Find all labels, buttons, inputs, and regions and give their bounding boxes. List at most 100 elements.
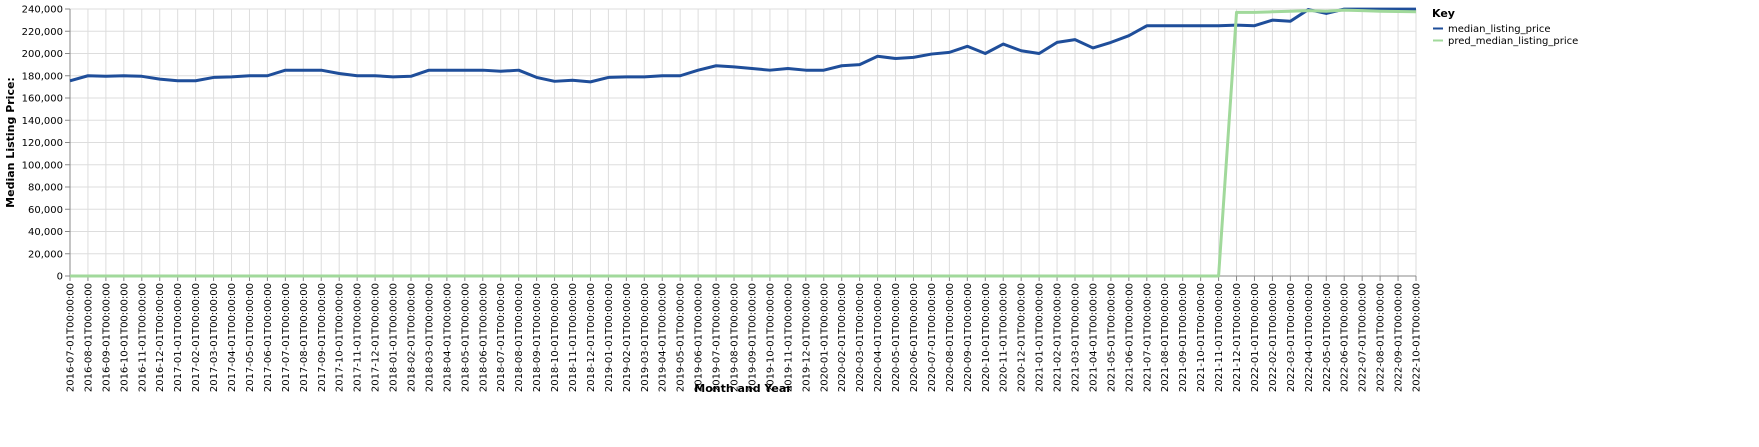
x-tick-label-62: 2021-09-01T00:00:00 (1178, 283, 1189, 392)
y-tick-label-9: 180,000 (22, 71, 63, 82)
x-tick-label-36: 2019-07-01T00:00:00 (712, 283, 723, 392)
x-tick-label-53: 2020-12-01T00:00:00 (1017, 283, 1028, 392)
x-tick-label-16: 2017-11-01T00:00:00 (353, 283, 364, 392)
y-axis-title: Median Listing Price: (4, 77, 17, 208)
x-tick-label-72: 2022-07-01T00:00:00 (1358, 283, 1369, 392)
x-tick-label-27: 2018-10-01T00:00:00 (550, 283, 561, 392)
x-tick-label-10: 2017-05-01T00:00:00 (245, 283, 256, 392)
y-tick-label-5: 100,000 (22, 160, 63, 171)
x-tick-label-6: 2017-01-01T00:00:00 (173, 283, 184, 392)
x-tick-label-54: 2021-01-01T00:00:00 (1035, 283, 1046, 392)
x-tick-label-75: 2022-10-01T00:00:00 (1412, 283, 1423, 392)
legend-label-median_listing_price: median_listing_price (1448, 24, 1551, 35)
x-tick-label-0: 2016-07-01T00:00:00 (66, 283, 77, 392)
x-tick-label-51: 2020-10-01T00:00:00 (981, 283, 992, 392)
y-tick-label-2: 40,000 (28, 227, 63, 238)
x-tick-label-9: 2017-04-01T00:00:00 (227, 283, 238, 392)
y-tick-label-12: 240,000 (22, 5, 63, 16)
x-tick-label-56: 2021-03-01T00:00:00 (1071, 283, 1082, 392)
x-tick-label-22: 2018-05-01T00:00:00 (460, 283, 471, 392)
x-tick-label-7: 2017-02-01T00:00:00 (191, 283, 202, 392)
x-tick-label-33: 2019-04-01T00:00:00 (658, 283, 669, 392)
x-tick-label-40: 2019-11-01T00:00:00 (783, 283, 794, 392)
y-tick-label-0: 0 (57, 272, 63, 283)
x-tick-label-39: 2019-10-01T00:00:00 (765, 283, 776, 392)
x-tick-label-50: 2020-09-01T00:00:00 (963, 283, 974, 392)
x-tick-label-34: 2019-05-01T00:00:00 (676, 283, 687, 392)
x-tick-label-71: 2022-06-01T00:00:00 (1340, 283, 1351, 392)
x-tick-label-42: 2020-01-01T00:00:00 (819, 283, 830, 392)
y-tick-label-10: 200,000 (22, 49, 63, 60)
x-tick-label-18: 2018-01-01T00:00:00 (389, 283, 400, 392)
x-tick-label-35: 2019-06-01T00:00:00 (694, 283, 705, 392)
series-line-median_listing_price (69, 7, 1416, 84)
y-tick-label-1: 20,000 (28, 249, 63, 260)
x-tick-label-64: 2021-11-01T00:00:00 (1214, 283, 1225, 392)
x-tick-label-68: 2022-03-01T00:00:00 (1286, 283, 1297, 392)
x-tick-label-23: 2018-06-01T00:00:00 (478, 283, 489, 392)
legend: Key median_listing_pricepred_median_list… (1432, 7, 1578, 47)
x-tick-label-29: 2018-12-01T00:00:00 (586, 283, 597, 392)
x-tick-label-65: 2021-12-01T00:00:00 (1232, 283, 1243, 392)
x-axis-title: Month and Year (694, 382, 792, 395)
x-tick-label-11: 2017-06-01T00:00:00 (263, 283, 274, 392)
x-tick-label-28: 2018-11-01T00:00:00 (568, 283, 579, 392)
x-tick-label-41: 2019-12-01T00:00:00 (801, 283, 812, 392)
x-tick-label-37: 2019-08-01T00:00:00 (730, 283, 741, 392)
x-tick-label-59: 2021-06-01T00:00:00 (1124, 283, 1135, 392)
x-tick-label-52: 2020-11-01T00:00:00 (999, 283, 1010, 392)
x-tick-label-67: 2022-02-01T00:00:00 (1268, 283, 1279, 392)
x-tick-label-21: 2018-04-01T00:00:00 (442, 283, 453, 392)
y-tick-label-6: 120,000 (22, 138, 63, 149)
x-tick-label-73: 2022-08-01T00:00:00 (1376, 283, 1387, 392)
x-tick-label-60: 2021-07-01T00:00:00 (1142, 283, 1153, 392)
y-axis: 0 20,000 40,000 60,000 80,000 100,000 120,000 1… (22, 5, 71, 283)
gridlines (69, 8, 1417, 277)
x-tick-label-5: 2016-12-01T00:00:00 (155, 283, 166, 392)
x-tick-label-46: 2020-05-01T00:00:00 (891, 283, 902, 392)
x-tick-label-49: 2020-08-01T00:00:00 (945, 283, 956, 392)
x-tick-label-45: 2020-04-01T00:00:00 (873, 283, 884, 392)
x-tick-label-17: 2017-12-01T00:00:00 (371, 283, 382, 392)
y-tick-label-7: 140,000 (22, 116, 63, 127)
x-tick-label-12: 2017-07-01T00:00:00 (281, 283, 292, 392)
x-tick-label-15: 2017-10-01T00:00:00 (335, 283, 346, 392)
y-tick-label-8: 160,000 (22, 94, 63, 105)
x-tick-label-25: 2018-08-01T00:00:00 (514, 283, 525, 392)
x-tick-label-8: 2017-03-01T00:00:00 (209, 283, 220, 392)
x-tick-label-63: 2021-10-01T00:00:00 (1196, 283, 1207, 392)
x-tick-label-69: 2022-04-01T00:00:00 (1304, 283, 1315, 392)
x-tick-label-61: 2021-08-01T00:00:00 (1160, 283, 1171, 392)
x-tick-label-74: 2022-09-01T00:00:00 (1394, 283, 1405, 392)
x-tick-label-47: 2020-06-01T00:00:00 (909, 283, 920, 392)
series-line-pred_median_listing_price (70, 8, 1417, 278)
x-tick-label-30: 2019-01-01T00:00:00 (604, 283, 615, 392)
y-tick-label-4: 80,000 (28, 183, 63, 194)
x-tick-label-32: 2019-03-01T00:00:00 (640, 283, 651, 392)
x-tick-label-3: 2016-10-01T00:00:00 (119, 283, 130, 392)
x-tick-label-24: 2018-07-01T00:00:00 (496, 283, 507, 392)
x-tick-label-48: 2020-07-01T00:00:00 (927, 283, 938, 392)
x-tick-label-26: 2018-09-01T00:00:00 (532, 283, 543, 392)
x-tick-label-13: 2017-08-01T00:00:00 (299, 283, 310, 392)
x-tick-label-20: 2018-03-01T00:00:00 (424, 283, 435, 392)
x-tick-label-2: 2016-09-01T00:00:00 (101, 283, 112, 392)
x-tick-label-66: 2022-01-01T00:00:00 (1250, 283, 1261, 392)
x-tick-label-43: 2020-02-01T00:00:00 (837, 283, 848, 392)
x-tick-label-55: 2021-02-01T00:00:00 (1053, 283, 1064, 392)
x-tick-label-70: 2022-05-01T00:00:00 (1322, 283, 1333, 392)
x-tick-label-14: 2017-09-01T00:00:00 (317, 283, 328, 392)
x-tick-label-44: 2020-03-01T00:00:00 (855, 283, 866, 392)
y-tick-label-11: 220,000 (22, 27, 63, 38)
series-lines (69, 7, 1417, 278)
x-tick-label-31: 2019-02-01T00:00:00 (622, 283, 633, 392)
x-tick-label-38: 2019-09-01T00:00:00 (747, 283, 758, 392)
x-tick-label-4: 2016-11-01T00:00:00 (137, 283, 148, 392)
legend-label-pred_median_listing_price: pred_median_listing_price (1448, 36, 1578, 47)
x-tick-label-19: 2018-02-01T00:00:00 (406, 283, 417, 392)
x-axis: 2016-07-01T00:00:00 2016-08-01T00:00:00 20… (66, 275, 1423, 392)
legend-title: Key (1432, 7, 1455, 20)
x-tick-label-58: 2021-05-01T00:00:00 (1106, 283, 1117, 392)
x-tick-label-57: 2021-04-01T00:00:00 (1088, 283, 1099, 392)
